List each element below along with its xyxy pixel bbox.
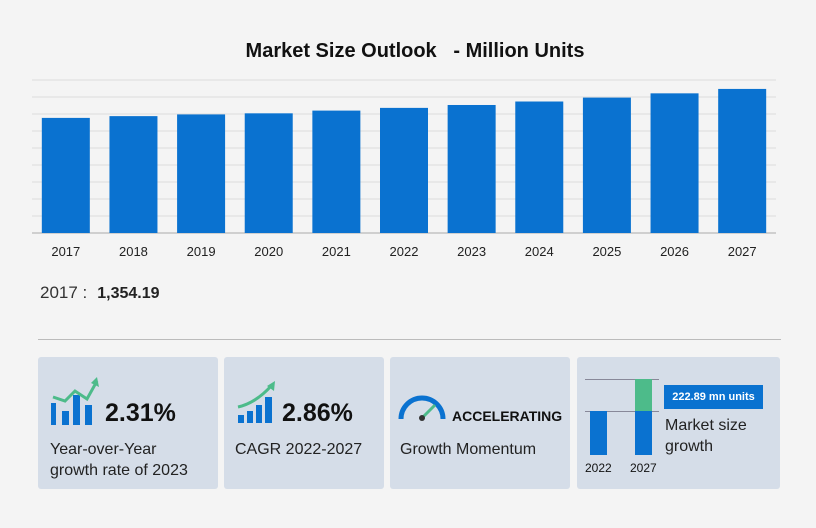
base-line bbox=[585, 411, 659, 412]
yoy-value: 2.31% bbox=[105, 399, 176, 427]
bar-2023 bbox=[447, 104, 496, 234]
growth-label: Market size growth bbox=[665, 415, 747, 457]
yoy-card: 2.31% Year-over-Year growth rate of 2023 bbox=[38, 357, 218, 489]
bar-2026 bbox=[650, 93, 699, 233]
market-growth-card: 2022 2027 222.89 mn units Market size gro… bbox=[577, 357, 780, 489]
year-start: 2022 bbox=[585, 461, 612, 475]
growth-label-line2: growth bbox=[665, 438, 714, 455]
bar-2019 bbox=[177, 114, 226, 233]
yoy-label-line2: growth rate of 2023 bbox=[50, 462, 188, 479]
x-tick-label: 2021 bbox=[322, 244, 351, 259]
bar-2027 bbox=[635, 411, 652, 455]
growth-label-line1: Market size bbox=[665, 417, 747, 434]
x-tick-label: 2025 bbox=[592, 244, 621, 259]
value-callout: 2017 : 1,354.19 bbox=[40, 283, 160, 303]
increment-bar bbox=[635, 379, 652, 411]
bar-2025 bbox=[582, 97, 631, 233]
bar-2017 bbox=[41, 117, 90, 233]
cagr-value: 2.86% bbox=[282, 399, 353, 427]
momentum-value: ACCELERATING bbox=[452, 408, 563, 424]
growth-badge: 222.89 mn units bbox=[664, 385, 763, 409]
x-tick-label: 2018 bbox=[119, 244, 148, 259]
bar-2018 bbox=[109, 116, 158, 233]
bar-2027 bbox=[718, 88, 767, 233]
callout-year: 2017 : bbox=[40, 283, 88, 302]
x-tick-label: 2019 bbox=[187, 244, 216, 259]
speedometer-icon bbox=[398, 395, 446, 421]
bar-2021 bbox=[312, 110, 361, 233]
bar-2024 bbox=[515, 101, 564, 233]
divider bbox=[38, 339, 781, 340]
yoy-label-line1: Year-over-Year bbox=[50, 441, 157, 458]
cagr-card: 2.86% CAGR 2022-2027 bbox=[224, 357, 384, 489]
x-tick-label: 2027 bbox=[728, 244, 757, 259]
momentum-card: ACCELERATING Growth Momentum bbox=[390, 357, 570, 489]
chart-title: Market Size Outlook - Million Units bbox=[245, 40, 585, 62]
top-line bbox=[585, 379, 659, 380]
x-tick-label: 2024 bbox=[525, 244, 554, 259]
x-tick-label: 2020 bbox=[254, 244, 283, 259]
year-end: 2027 bbox=[630, 461, 657, 475]
bar-chart: 2017 2018 2019 2020 2021 2022 2023 2024 2025 2026… bbox=[32, 79, 776, 259]
bar-chart-trend-icon bbox=[51, 377, 99, 425]
cagr-label: CAGR 2022-2027 bbox=[235, 441, 363, 458]
x-tick-label: 2026 bbox=[660, 244, 689, 259]
yoy-label: Year-over-Year growth rate of 2023 bbox=[50, 439, 188, 481]
callout-value: 1,354.19 bbox=[97, 285, 160, 302]
growth-bars-arrow-icon bbox=[237, 381, 275, 423]
bar-2020 bbox=[244, 113, 293, 233]
x-tick-label: 2022 bbox=[390, 244, 419, 259]
bar-2022 bbox=[590, 411, 607, 455]
x-tick-label: 2017 bbox=[51, 244, 80, 259]
momentum-label: Growth Momentum bbox=[400, 441, 537, 458]
x-tick-label: 2023 bbox=[457, 244, 486, 259]
bar-2022 bbox=[380, 107, 428, 233]
